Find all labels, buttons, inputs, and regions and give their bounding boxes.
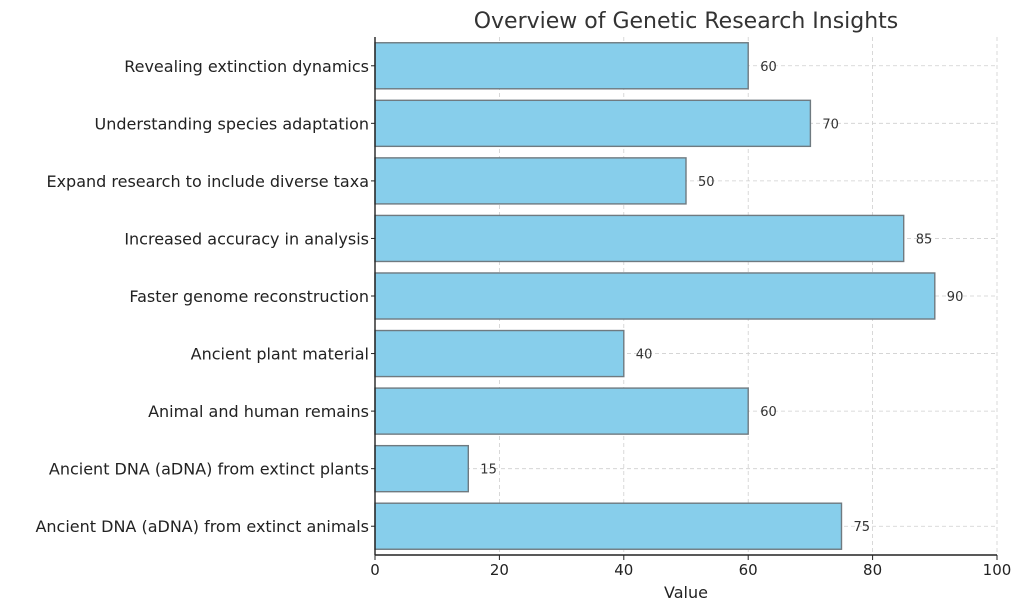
bar-value-label: 40	[636, 348, 653, 363]
category-label: Increased accuracy in analysis	[124, 229, 369, 248]
bar	[374, 42, 749, 90]
labels-layer: 75 Ancient DNA (aDNA) from extinct animal…	[35, 57, 1011, 579]
category-label: Faster genome reconstruction	[129, 287, 369, 306]
x-tick-label: 100	[983, 561, 1012, 579]
category-label: Ancient DNA (aDNA) from extinct plants	[49, 460, 369, 479]
bar	[374, 99, 812, 148]
category-label: Revealing extinction dynamics	[124, 57, 369, 76]
bars-layer	[374, 42, 936, 550]
bar	[374, 214, 905, 263]
x-tick-label: 0	[370, 561, 380, 579]
bar-value-label: 60	[760, 405, 777, 420]
bar	[374, 157, 687, 205]
x-axis-label: Value	[664, 583, 708, 602]
bar	[374, 329, 625, 378]
category-label: Ancient DNA (aDNA) from extinct animals	[35, 517, 369, 536]
bar	[374, 387, 749, 435]
x-tick-label: 40	[614, 561, 633, 579]
bar-value-label: 15	[480, 463, 497, 478]
bar	[374, 272, 936, 320]
x-tick-label: 20	[490, 561, 509, 579]
axes-layer	[371, 37, 998, 560]
x-tick-label: 60	[739, 561, 758, 579]
bar-value-label: 70	[822, 117, 839, 132]
category-label: Expand research to include diverse taxa	[46, 172, 369, 191]
bar-value-label: 60	[760, 60, 777, 75]
bar-value-label: 85	[916, 232, 933, 247]
category-label: Animal and human remains	[148, 402, 369, 421]
bar-value-label: 50	[698, 175, 715, 190]
bar	[374, 502, 843, 550]
bar-value-label: 90	[947, 290, 964, 305]
category-label: Ancient plant material	[191, 345, 369, 364]
category-label: Understanding species adaptation	[95, 114, 369, 133]
bar-value-label: 75	[854, 520, 871, 535]
x-tick-label: 80	[863, 561, 882, 579]
chart-title: Overview of Genetic Research Insights	[474, 9, 899, 34]
bar	[374, 444, 470, 493]
